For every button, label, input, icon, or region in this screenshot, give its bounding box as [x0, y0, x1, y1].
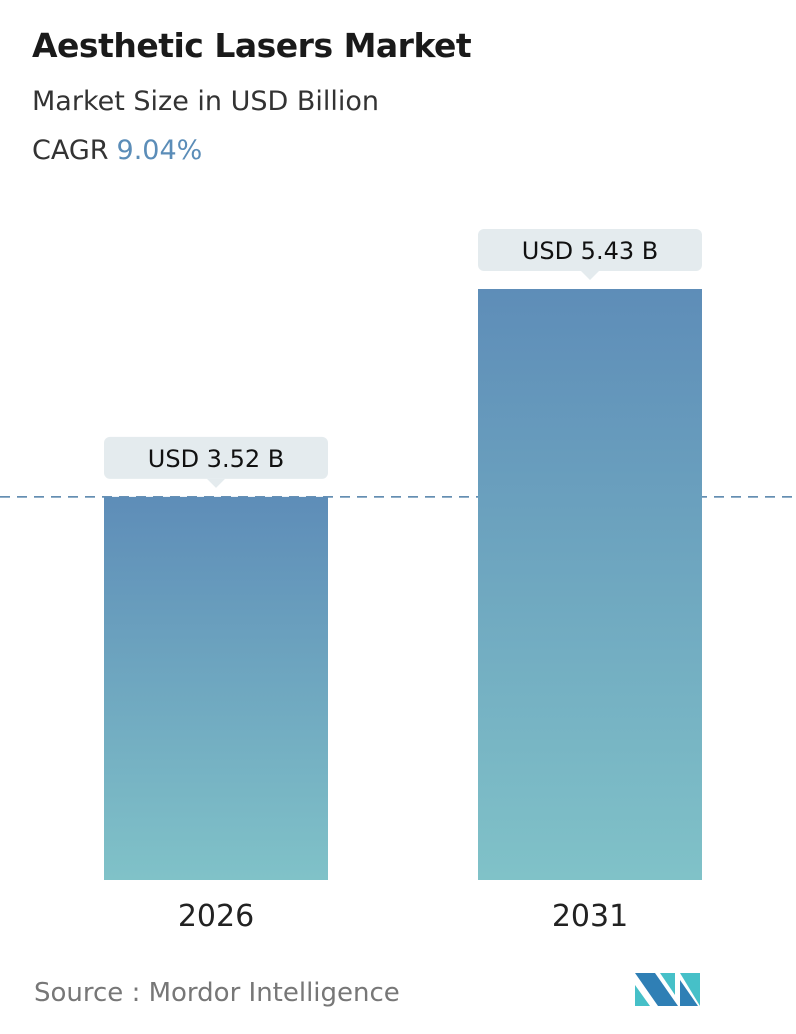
data-label-pointer [581, 271, 599, 280]
cagr-label: CAGR [32, 135, 109, 166]
source-text: Source : Mordor Intelligence [34, 978, 400, 1008]
x-tick-label: 2031 [552, 899, 628, 934]
data-label-box [478, 229, 702, 271]
chart-title: Aesthetic Lasers Market [32, 26, 472, 65]
cagr: CAGR 9.04% [32, 135, 202, 166]
data-label: USD 5.43 B [522, 237, 658, 265]
data-label-pointer [207, 478, 225, 488]
cagr-value: 9.04% [116, 135, 203, 166]
bar-2026 [104, 496, 328, 880]
data-label: USD 3.52 B [148, 445, 284, 473]
bar-2031 [478, 289, 702, 880]
chart-subtitle: Market Size in USD Billion [32, 86, 380, 117]
x-tick-label: 2026 [178, 899, 254, 934]
data-label-box [104, 436, 328, 479]
